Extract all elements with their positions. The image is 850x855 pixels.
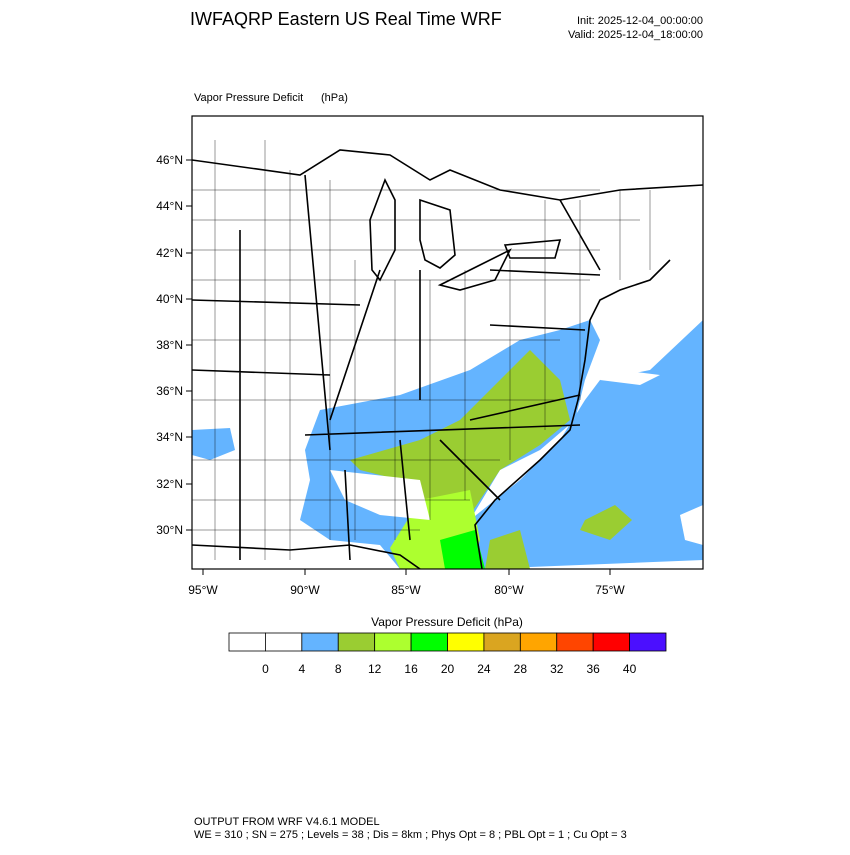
colorbar-label: 12 — [368, 662, 382, 676]
colorbar-label: 8 — [335, 662, 342, 676]
colorbar-box — [629, 632, 667, 652]
colorbar-box — [447, 632, 485, 652]
colorbar-label: 24 — [477, 662, 491, 676]
field-name: Vapor Pressure Deficit — [194, 92, 303, 104]
lat-label: 30°N — [156, 523, 183, 537]
shade-20 — [440, 530, 485, 569]
colorbar-label: 16 — [404, 662, 418, 676]
ocean-clear-2 — [680, 505, 703, 545]
colorbar-label: 32 — [550, 662, 564, 676]
init-time: Init: 2025-12-04_00:00:00 — [577, 15, 703, 27]
lon-label: 85°W — [391, 583, 421, 597]
colorbar-box — [374, 632, 412, 652]
ocean-clear — [600, 370, 660, 385]
colorbar-box — [556, 632, 594, 652]
lon-label: 80°W — [494, 583, 524, 597]
colorbar-label: 36 — [586, 662, 600, 676]
lat-label: 34°N — [156, 430, 183, 444]
ocean-shade-2 — [580, 505, 632, 540]
lon-label: 90°W — [290, 583, 320, 597]
colorbar-box — [301, 632, 339, 652]
colorbar-label: 4 — [298, 662, 305, 676]
shade-12 — [350, 350, 570, 540]
colorbar-box — [228, 632, 266, 652]
colorbar-title: Vapor Pressure Deficit (hPa) — [371, 615, 523, 629]
ocean-shade-3 — [485, 530, 530, 569]
boundaries — [192, 149, 703, 569]
lat-label: 46°N — [156, 153, 183, 167]
field-units: (hPa) — [321, 92, 348, 104]
colorbar-box — [265, 632, 303, 652]
valid-time: Valid: 2025-12-04_18:00:00 — [568, 29, 703, 41]
colorbar-box — [410, 632, 448, 652]
lat-label: 32°N — [156, 477, 183, 491]
lat-label: 44°N — [156, 199, 183, 213]
colorbar-label: 0 — [262, 662, 269, 676]
footer-line-1: OUTPUT FROM WRF V4.6.1 MODEL — [194, 816, 380, 828]
lat-label: 38°N — [156, 338, 183, 352]
colorbar-box — [519, 632, 558, 652]
colorbar: 0 4 8 12 16 20 24 28 32 36 40 — [228, 632, 667, 676]
colorbar-label: 28 — [514, 662, 528, 676]
lat-label: 40°N — [156, 292, 183, 306]
colorbar-box — [337, 632, 376, 652]
colorbar-label: 20 — [441, 662, 455, 676]
lat-label: 36°N — [156, 384, 183, 398]
colorbar-box — [592, 632, 630, 652]
map: 46°N 44°N 42°N 40°N 38°N 36°N 34°N 32°N 30°N 95°W… — [156, 115, 704, 597]
map-frame — [191, 115, 704, 570]
lon-label: 95°W — [188, 583, 218, 597]
title: IWFAQRP Eastern US Real Time WRF — [190, 9, 502, 29]
footer-line-2: WE = 310 ; SN = 275 ; Levels = 38 ; Dis … — [194, 829, 627, 841]
lat-label: 42°N — [156, 246, 183, 260]
lon-label: 75°W — [595, 583, 625, 597]
counties — [192, 140, 651, 560]
axes: 46°N 44°N 42°N 40°N 38°N 36°N 34°N 32°N 30°N 95°W… — [156, 153, 625, 597]
colorbar-label: 40 — [623, 662, 637, 676]
shade-8b — [192, 428, 235, 460]
colorbar-box — [483, 632, 521, 652]
